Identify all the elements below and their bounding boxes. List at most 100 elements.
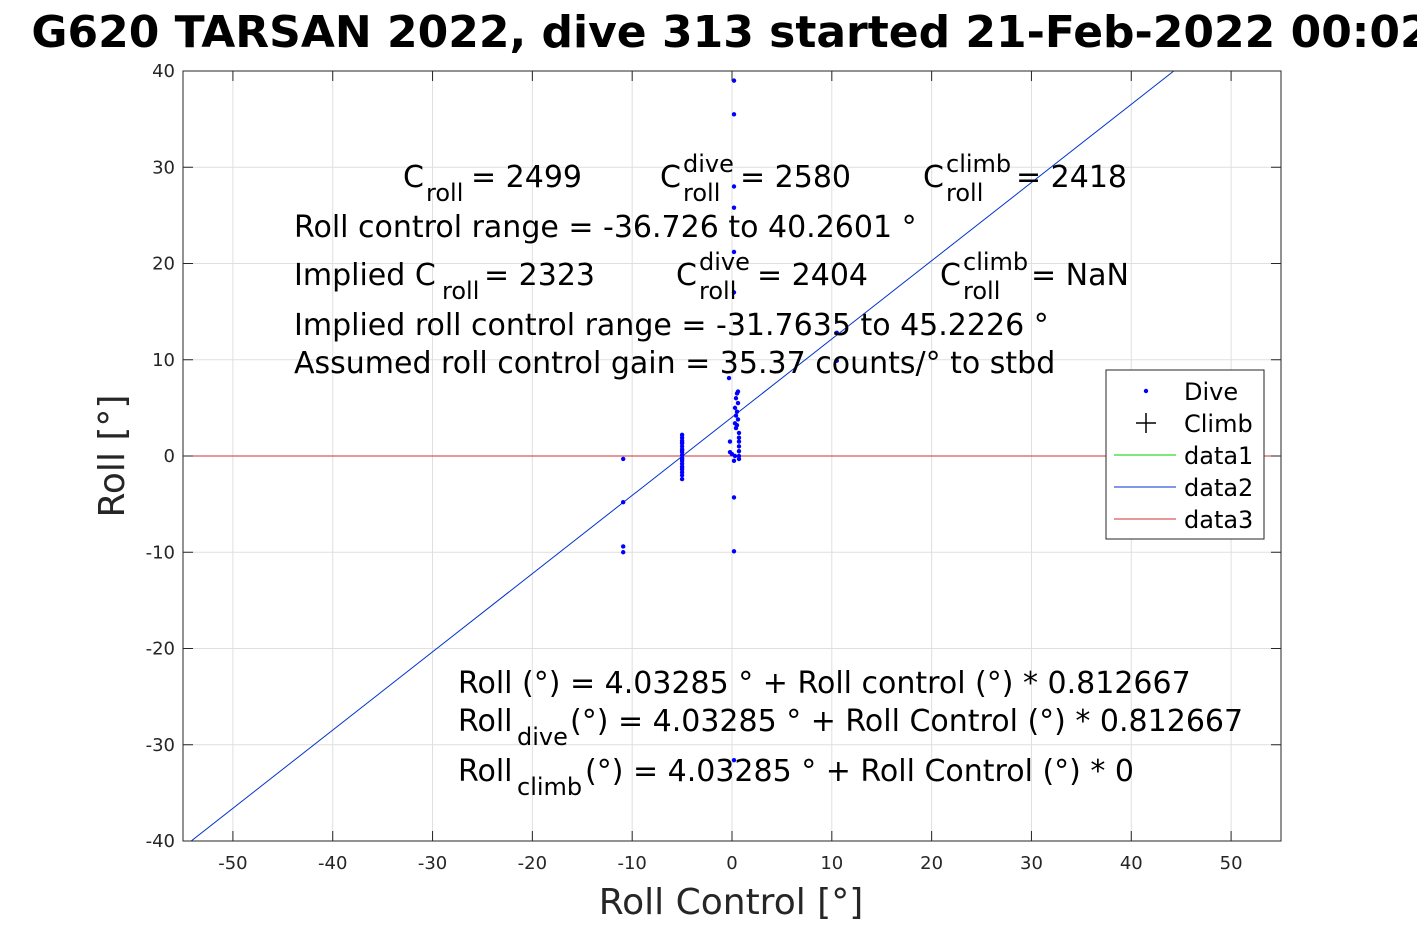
x-tick-label: 40 bbox=[1120, 853, 1143, 874]
x-tick-label: -50 bbox=[218, 853, 247, 874]
annotation-implied-c-roll: Implied C roll = 2323 bbox=[294, 258, 595, 305]
y-tick-label: 30 bbox=[152, 157, 175, 178]
x-tick-label: -40 bbox=[318, 853, 347, 874]
dive-point bbox=[731, 78, 737, 83]
implied-c-roll-climb-superscript: climb bbox=[963, 248, 1028, 276]
dive-point bbox=[731, 458, 737, 464]
dive-point bbox=[736, 430, 742, 436]
dive-point bbox=[736, 444, 742, 449]
dive-point bbox=[734, 409, 740, 414]
legend-data3-label: data3 bbox=[1184, 506, 1253, 534]
fit-climb-equation: Roll climb (°) = 4.03285 ° + Roll Contro… bbox=[458, 754, 1134, 801]
implied-c-roll-climb-value: = NaN bbox=[1031, 258, 1129, 293]
dive-point bbox=[735, 417, 741, 422]
fit-climb-rest: (°) = 4.03285 ° + Roll Control (°) * 0 bbox=[585, 754, 1134, 789]
x-tick-label: 20 bbox=[920, 853, 943, 874]
legend-data2-label: data2 bbox=[1184, 474, 1253, 502]
dive-point bbox=[679, 448, 685, 453]
y-axis-label: Roll [°] bbox=[92, 395, 133, 518]
x-tick-label: 30 bbox=[1020, 853, 1043, 874]
dive-point bbox=[732, 405, 738, 411]
dive-point bbox=[736, 435, 742, 440]
fit-climb-roll: Roll bbox=[458, 754, 513, 789]
y-tick-label: -10 bbox=[146, 542, 175, 563]
y-tick-label: 40 bbox=[152, 61, 175, 82]
dive-point bbox=[735, 400, 741, 406]
legend-data1-label: data1 bbox=[1184, 442, 1253, 470]
c-roll-dive-symbol: C bbox=[660, 160, 681, 195]
dive-point bbox=[736, 448, 742, 454]
implied-c-roll-climb-subscript: roll bbox=[963, 277, 1000, 305]
implied-c-roll-dive-superscript: dive bbox=[699, 248, 750, 276]
axis-ticks bbox=[183, 70, 1281, 842]
dive-point bbox=[731, 112, 737, 117]
annotation-implied-c-roll-dive: C dive roll = 2404 bbox=[676, 248, 868, 305]
c-roll-symbol: C bbox=[403, 160, 424, 195]
roll-control-range-annotation: Roll control range = -36.726 to 40.2601 … bbox=[294, 210, 917, 245]
c-roll-dive-value: = 2580 bbox=[740, 160, 851, 195]
y-tick-labels: -40 -30 -20 -10 0 10 20 30 40 bbox=[146, 61, 175, 852]
x-tick-label: -20 bbox=[518, 853, 547, 874]
y-tick-label: -40 bbox=[146, 831, 175, 852]
implied-c-roll-dive-symbol: C bbox=[676, 258, 697, 293]
dive-points bbox=[620, 78, 840, 763]
dive-point bbox=[736, 456, 742, 462]
dive-point bbox=[731, 549, 737, 554]
annotation-c-roll-dive: C dive roll = 2580 bbox=[660, 150, 851, 207]
dive-point bbox=[620, 456, 626, 462]
dive-point bbox=[679, 473, 685, 478]
legend-climb-label: Climb bbox=[1184, 410, 1253, 438]
dive-point bbox=[735, 389, 741, 394]
y-tick-label: 0 bbox=[164, 446, 175, 467]
dive-point bbox=[732, 453, 738, 459]
legend-dive-label: Dive bbox=[1184, 378, 1238, 406]
x-tick-label: 10 bbox=[820, 853, 843, 874]
dive-point bbox=[834, 330, 840, 335]
dive-point bbox=[679, 465, 685, 470]
dive-point bbox=[679, 456, 685, 462]
dive-point bbox=[620, 500, 626, 505]
y-tick-label: -20 bbox=[146, 639, 175, 660]
annotation-c-roll: C roll = 2499 bbox=[403, 160, 582, 207]
x-tick-labels: -50 -40 -30 -20 -10 0 10 20 30 40 50 bbox=[218, 853, 1242, 874]
c-roll-dive-subscript: roll bbox=[683, 179, 720, 207]
dive-point bbox=[731, 205, 737, 210]
implied-c-roll-subscript: roll bbox=[442, 277, 479, 305]
dive-point bbox=[733, 425, 739, 431]
fit-dive-subscript: dive bbox=[517, 723, 568, 751]
legend: Dive Climb data1 data2 data3 bbox=[1105, 369, 1265, 540]
dive-point bbox=[733, 396, 739, 401]
c-roll-climb-symbol: C bbox=[923, 160, 944, 195]
c-roll-dive-superscript: dive bbox=[683, 150, 734, 178]
assumed-gain-annotation: Assumed roll control gain = 35.37 counts… bbox=[294, 346, 1055, 381]
implied-range-annotation: Implied roll control range = -31.7635 to… bbox=[294, 308, 1049, 343]
implied-c-roll-value: = 2323 bbox=[484, 258, 595, 293]
implied-c-roll-prefix: Implied C bbox=[294, 258, 436, 293]
fit-dive-equation: Roll dive (°) = 4.03285 ° + Roll Control… bbox=[458, 704, 1243, 751]
annotation-implied-c-roll-climb: C climb roll = NaN bbox=[940, 248, 1129, 305]
annotation-c-roll-climb: C climb roll = 2418 bbox=[923, 150, 1127, 207]
implied-c-roll-dive-value: = 2404 bbox=[757, 258, 868, 293]
c-roll-climb-value: = 2418 bbox=[1016, 160, 1127, 195]
dive-point bbox=[731, 249, 737, 255]
series-line-data2 bbox=[190, 71, 1175, 841]
x-axis-label: Roll Control [°] bbox=[599, 882, 864, 923]
dive-point bbox=[731, 757, 737, 763]
y-tick-label: -30 bbox=[146, 735, 175, 756]
fit-dive-roll: Roll bbox=[458, 704, 513, 739]
c-roll-value: = 2499 bbox=[471, 160, 582, 195]
c-roll-subscript: roll bbox=[426, 179, 463, 207]
chart-title: G620 TARSAN 2022, dive 313 started 21-Fe… bbox=[31, 7, 1417, 58]
dive-point bbox=[620, 544, 626, 549]
x-tick-label: -10 bbox=[617, 853, 646, 874]
fit-equation: Roll (°) = 4.03285 ° + Roll control (°) … bbox=[458, 666, 1191, 701]
dive-point bbox=[731, 290, 737, 295]
dive-point bbox=[733, 413, 739, 418]
implied-c-roll-climb-symbol: C bbox=[940, 258, 961, 293]
y-tick-label: 10 bbox=[152, 350, 175, 371]
fit-climb-subscript: climb bbox=[517, 773, 582, 801]
c-roll-climb-superscript: climb bbox=[946, 150, 1011, 178]
dive-point bbox=[731, 495, 737, 500]
x-tick-label: -30 bbox=[418, 853, 447, 874]
